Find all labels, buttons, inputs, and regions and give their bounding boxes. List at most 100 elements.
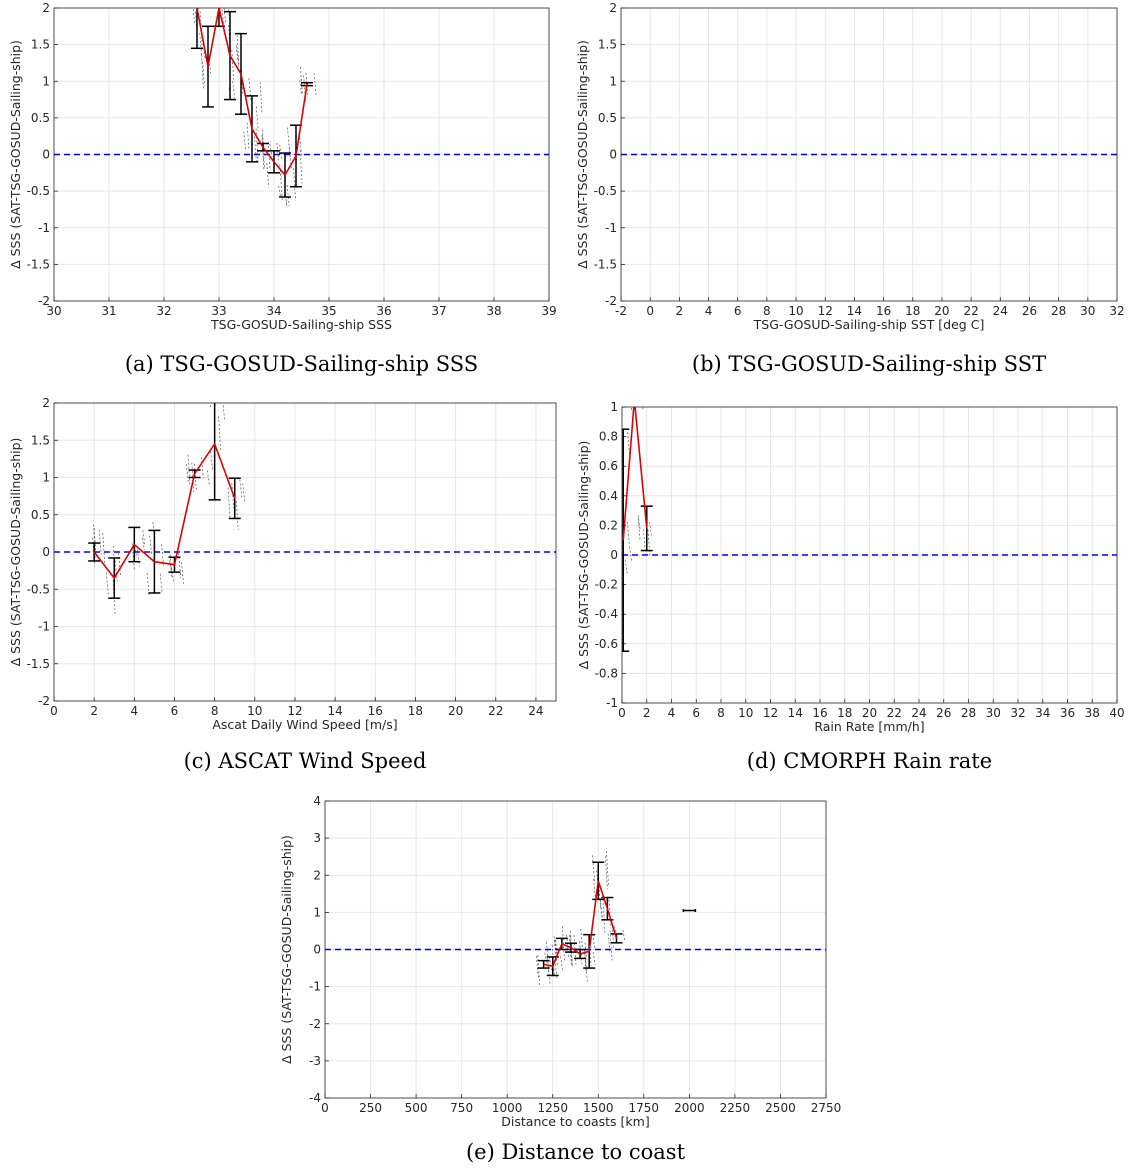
x-tick-label: 6 <box>171 704 179 718</box>
y-tick-label: -1 <box>38 620 50 634</box>
y-tick-label: -1.5 <box>594 257 617 271</box>
y-tick-label: 0.8 <box>599 430 618 444</box>
chart-b: -2 0 2 4 6 8 10 12 14 16 18 20 22 24 26 28 30 32-2-1.5-1-… <box>575 1 1125 332</box>
y-tick-label: 0.6 <box>599 459 618 473</box>
scatter-point <box>227 487 231 520</box>
x-axis-label: Ascat Daily Wind Speed [m/s] <box>212 717 397 732</box>
y-tick-label: 0 <box>609 148 617 162</box>
scatter-point <box>201 457 204 479</box>
scatter-point <box>607 933 611 953</box>
x-axis-label: Rain Rate [mm/h] <box>814 719 924 734</box>
scatter-point <box>278 185 282 198</box>
scatter-point <box>631 407 633 413</box>
scatter-point <box>208 59 212 76</box>
x-tick-label: 30 <box>46 304 61 318</box>
x-tick-label: 6 <box>692 706 700 720</box>
x-tick-label: 28 <box>961 706 976 720</box>
x-tick-label: 0 <box>50 704 58 718</box>
x-tick-label: 34 <box>1035 706 1050 720</box>
x-tick-label: 10 <box>738 706 753 720</box>
scatter-point <box>267 141 271 171</box>
scatter-point <box>279 144 283 160</box>
scatter-point <box>231 483 235 509</box>
scatter-point <box>299 150 303 184</box>
scatter-point <box>149 535 153 555</box>
y-tick-label: 1 <box>609 74 617 88</box>
x-tick-label: 2750 <box>811 1101 842 1115</box>
x-tick-label: 2 <box>643 706 651 720</box>
scatter-point <box>313 73 317 95</box>
scatter-point <box>227 8 230 19</box>
x-tick-label: 12 <box>287 704 302 718</box>
y-tick-label: -0.4 <box>595 607 618 621</box>
scatter-point <box>261 135 265 171</box>
y-tick-label: -2 <box>605 294 617 308</box>
scatter-point <box>602 898 606 934</box>
y-tick-label: 2 <box>42 1 50 15</box>
x-tick-label: 0 <box>618 706 626 720</box>
y-tick-label: -2 <box>38 694 50 708</box>
scatter-point <box>300 67 303 95</box>
x-tick-label: -2 <box>615 304 627 318</box>
x-tick-label: 33 <box>211 304 226 318</box>
y-tick-label: -2 <box>38 294 50 308</box>
x-tick-label: 40 <box>1109 706 1124 720</box>
scatter-point <box>255 128 259 163</box>
scatter-point <box>573 935 577 965</box>
scatter-point <box>636 393 638 406</box>
y-tick-label: 1.5 <box>598 38 617 52</box>
x-tick-label: 34 <box>266 304 281 318</box>
x-tick-label: 4 <box>705 304 713 318</box>
x-tick-label: 36 <box>376 304 391 318</box>
scatter-point <box>192 8 195 25</box>
scatter-point <box>218 416 221 452</box>
x-tick-label: 20 <box>862 706 877 720</box>
scatter-point <box>299 79 303 97</box>
scatter-point <box>207 470 210 486</box>
y-tick-label: 0.5 <box>31 111 50 125</box>
scatter-point <box>201 54 204 89</box>
y-tick-label: 0.2 <box>599 518 618 532</box>
data-layer <box>622 393 1117 652</box>
scatter-point <box>203 43 206 60</box>
caption-b: (b) TSG-GOSUD-Sailing-ship SST <box>691 352 1047 376</box>
x-tick-label: 1250 <box>537 1101 568 1115</box>
y-tick-label: 2 <box>42 396 50 410</box>
scatter-point <box>284 186 288 207</box>
scatter-point <box>609 930 613 961</box>
scatter-point <box>235 500 239 530</box>
x-tick-label: 26 <box>936 706 951 720</box>
scatter-point <box>181 562 184 584</box>
x-tick-label: 14 <box>847 304 862 318</box>
x-tick-label: 1500 <box>583 1101 614 1115</box>
mean-series-line <box>543 880 618 968</box>
y-tick-label: 0 <box>42 545 50 559</box>
scatter-point <box>551 944 555 975</box>
mean-series-line <box>622 407 648 541</box>
y-tick-label: 0.4 <box>599 489 618 503</box>
scatter-point <box>254 136 257 162</box>
chart-a: 30 31 32 33 34 35 36 37 38 39 -2 -1.5 -1 -0.5 0 0.5 1 1.5… <box>8 1 557 332</box>
scatter-point <box>592 952 596 965</box>
scatter-point <box>185 463 189 483</box>
y-tick-label: -1 <box>309 980 321 994</box>
x-axis-label: TSG-GOSUD-Sailing-ship SSS <box>210 317 392 332</box>
data-layer <box>54 403 556 616</box>
scatter-point <box>231 50 235 80</box>
x-tick-label: 2250 <box>720 1101 751 1115</box>
x-tick-label: 30 <box>1080 304 1095 318</box>
y-tick-label: -0.5 <box>594 184 617 198</box>
scatter-point <box>243 131 247 152</box>
x-tick-label: 24 <box>911 706 926 720</box>
caption-e: (e) Distance to coast <box>465 1140 686 1164</box>
scatter-point <box>647 529 651 556</box>
scatter-point <box>649 521 652 536</box>
x-tick-label: 22 <box>887 706 902 720</box>
chart-e: 0 250 500 750 1000 1250 1500 1750 2000 2250 2500 27… <box>279 794 842 1129</box>
x-tick-label: 32 <box>1109 304 1124 318</box>
scatter-point <box>562 926 565 961</box>
scatter-point <box>608 899 612 927</box>
y-tick-label: 0 <box>313 943 321 957</box>
scatter-point <box>102 532 106 565</box>
x-tick-label: 12 <box>763 706 778 720</box>
